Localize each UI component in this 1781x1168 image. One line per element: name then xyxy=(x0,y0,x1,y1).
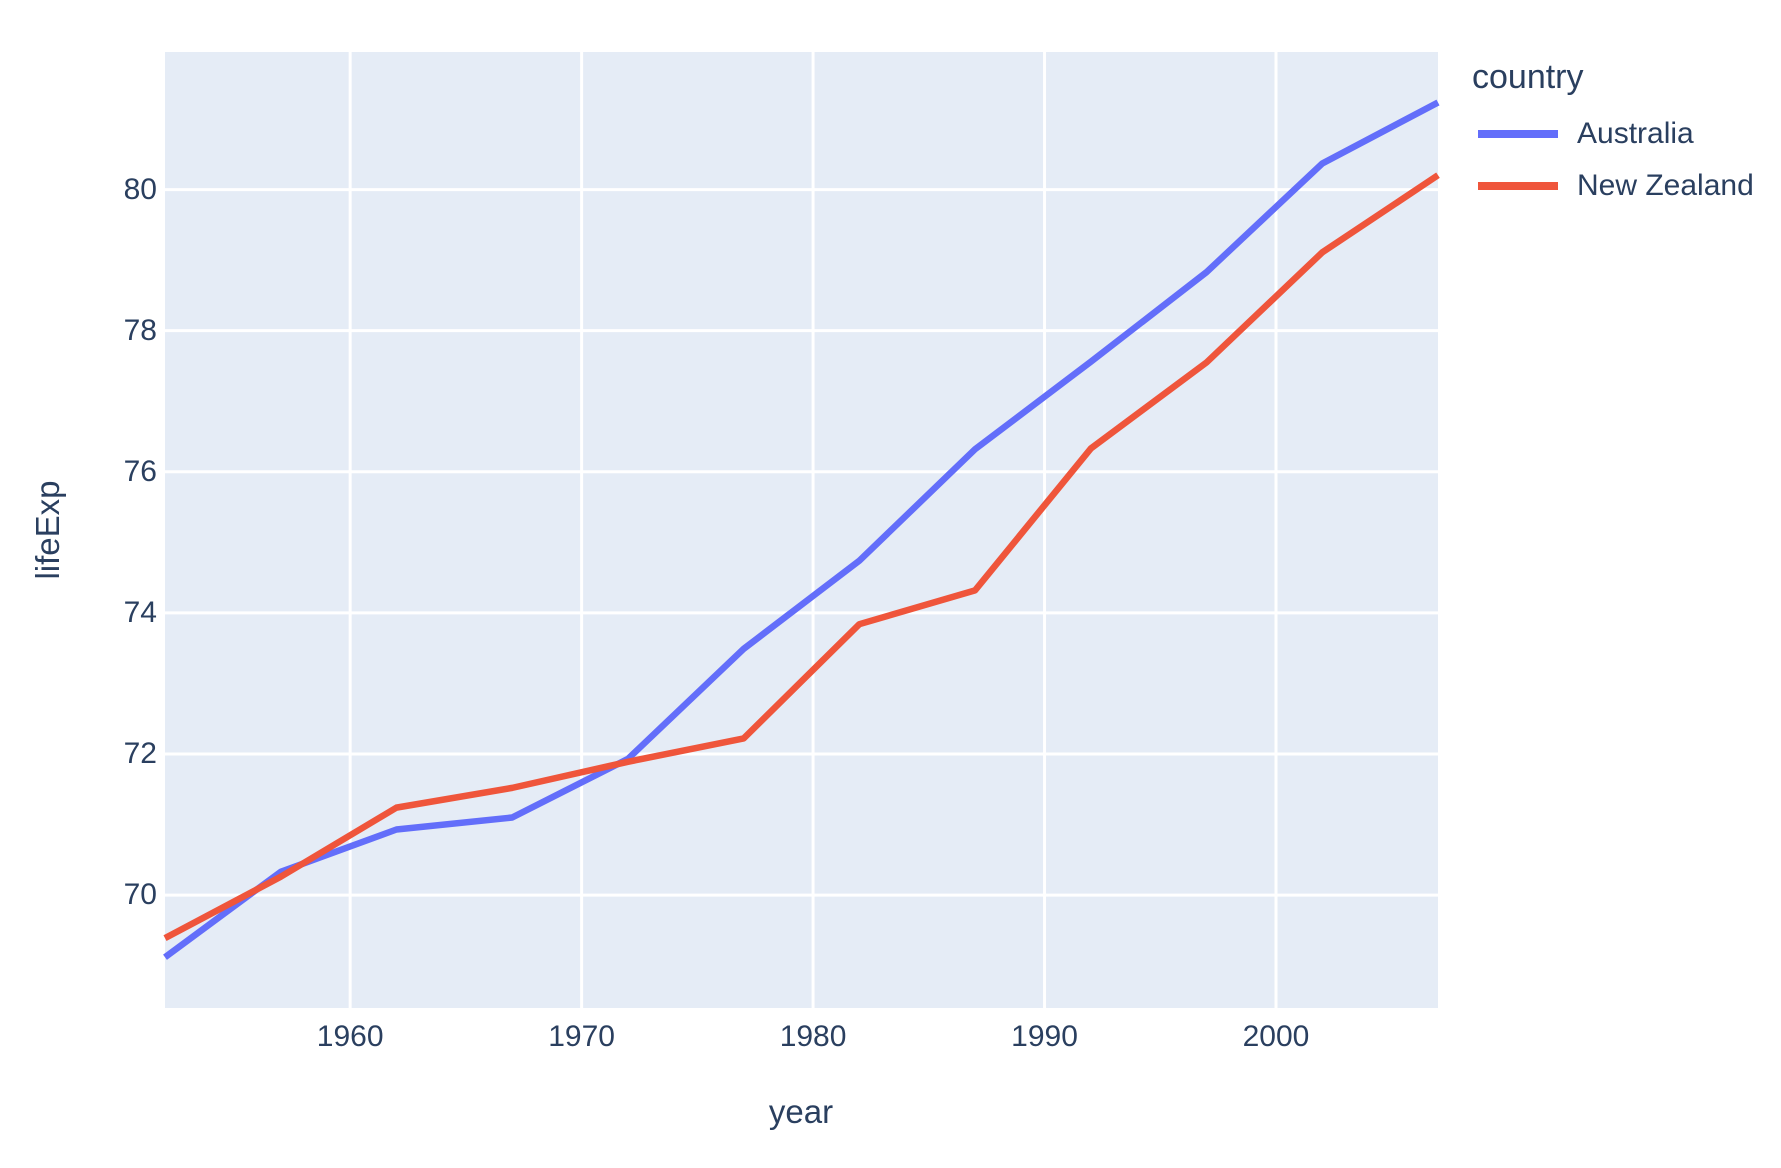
x-tick-label: 2000 xyxy=(1242,1020,1310,1053)
legend-item-australia[interactable]: Australia xyxy=(1478,108,1754,160)
legend-item-new-zealand[interactable]: New Zealand xyxy=(1478,160,1754,212)
x-tick-label: 1970 xyxy=(548,1020,615,1053)
y-tick-label: 78 xyxy=(123,313,157,347)
legend-items: Australia New Zealand xyxy=(1472,108,1754,212)
y-tick-label: 76 xyxy=(123,454,157,488)
legend-item-label: Australia xyxy=(1577,117,1694,150)
y-tick-label: 72 xyxy=(123,737,157,770)
legend: country Australia New Zealand xyxy=(1472,56,1754,212)
y-axis-title: lifeExp xyxy=(29,480,66,580)
legend-title: country xyxy=(1472,58,1584,96)
y-tick-label: 80 xyxy=(123,172,157,206)
x-tick-label: 1980 xyxy=(779,1020,847,1053)
x-axis-title: year xyxy=(768,1093,834,1130)
x-tick-label: 1960 xyxy=(316,1020,384,1053)
plot-background[interactable] xyxy=(165,52,1438,1008)
line-australia[interactable] xyxy=(163,99,1440,960)
y-tick-label: 74 xyxy=(123,595,157,629)
x-tick-label: 1990 xyxy=(1011,1020,1078,1053)
legend-item-label: New Zealand xyxy=(1577,169,1754,202)
legend-swatch-new-zealand xyxy=(1478,182,1558,190)
y-tick-label: 70 xyxy=(123,878,157,912)
legend-swatch-australia xyxy=(1478,130,1558,138)
line-new-zealand[interactable] xyxy=(163,172,1440,942)
